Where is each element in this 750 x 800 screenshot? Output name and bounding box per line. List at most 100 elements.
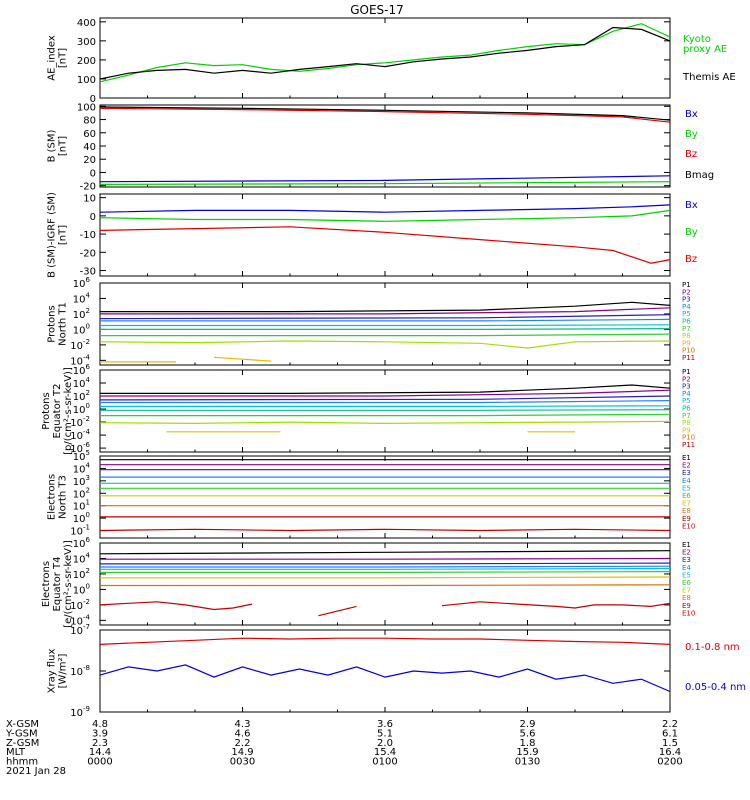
y-axis-label: [nT] bbox=[58, 225, 69, 245]
y-tick-label: -20 bbox=[80, 248, 96, 259]
xaxis-row-value: 3.6 bbox=[377, 719, 393, 730]
xaxis-row-value: 16.4 bbox=[659, 747, 681, 758]
legend-label: E1 bbox=[682, 541, 691, 549]
y-axis-label: [e/(cm²-s-sr-keV)] bbox=[63, 540, 74, 628]
y-axis-label: Equator T4 bbox=[52, 557, 63, 612]
y-axis-label: AE_index bbox=[47, 35, 58, 81]
y-axis-label: Equator T2 bbox=[52, 384, 63, 439]
y-tick-label: 100 bbox=[77, 75, 96, 86]
xaxis-row-value: 15.4 bbox=[374, 747, 396, 758]
y-tick-label: 10-2 bbox=[70, 338, 90, 352]
y-tick-label: 400 bbox=[77, 18, 96, 29]
legend-label: P3 bbox=[682, 383, 691, 391]
xaxis-row-value: 2.2 bbox=[662, 719, 678, 730]
series-line-bz bbox=[99, 107, 671, 123]
y-tick-label: 100 bbox=[73, 322, 90, 336]
y-tick-label: 0 bbox=[90, 168, 96, 179]
series-line-e10 bbox=[99, 528, 671, 532]
series-line-bz bbox=[99, 226, 671, 264]
series-line-p6 bbox=[100, 328, 671, 330]
legend-label: E3 bbox=[682, 469, 691, 477]
series-line-by bbox=[99, 209, 671, 222]
xaxis-row-value: 2.2 bbox=[235, 738, 251, 749]
xaxis-row-value: 0030 bbox=[230, 757, 255, 768]
legend-label: P9 bbox=[682, 339, 691, 347]
y-axis-label: North T3 bbox=[58, 475, 69, 519]
series-line-e6 bbox=[100, 570, 671, 574]
panel-bsm: -20 0 20 40 60 80 100 B (SM) [nT] Bx By Bz Bmag bbox=[47, 102, 715, 192]
series-line-bx bbox=[99, 175, 671, 183]
series-line-e3 bbox=[100, 562, 671, 565]
plot-title: GOES-17 bbox=[350, 3, 404, 17]
legend-label: E5 bbox=[682, 571, 691, 579]
legend-label: Themis AE bbox=[682, 72, 736, 83]
series-line-e5 bbox=[100, 567, 671, 570]
legend-label: P2 bbox=[682, 288, 691, 296]
y-tick-label: -30 bbox=[80, 267, 96, 278]
legend-label: E4 bbox=[682, 477, 691, 485]
xaxis-row-value: 0200 bbox=[657, 757, 682, 768]
xaxis-row-value: 2.0 bbox=[377, 738, 393, 749]
legend-label: Bx bbox=[685, 200, 698, 211]
legend-label: 0.1-0.8 nm bbox=[685, 642, 740, 653]
series-line-e7 bbox=[100, 576, 671, 579]
series-line-p4 bbox=[100, 400, 671, 404]
legend-label: By bbox=[685, 129, 698, 140]
y-tick-label: 10-8 bbox=[70, 664, 90, 678]
y-axis-label: B (SM) bbox=[47, 129, 58, 162]
series-line-p6 bbox=[100, 409, 671, 411]
legend-label: P11 bbox=[682, 441, 695, 449]
y-tick-label: -10 bbox=[80, 230, 96, 241]
legend-label: P4 bbox=[682, 303, 691, 311]
legend-label: P5 bbox=[682, 310, 691, 318]
series-line-p1 bbox=[100, 384, 671, 394]
series-line-p4 bbox=[100, 318, 671, 322]
xaxis-row-value: 2.9 bbox=[520, 719, 536, 730]
series-line-themis-ae bbox=[99, 26, 671, 80]
xaxis-row-value: 1.8 bbox=[520, 738, 536, 749]
y-tick-label: 0 bbox=[90, 212, 96, 223]
y-tick-label: 40 bbox=[83, 142, 96, 153]
legend-label: Kyoto bbox=[683, 34, 711, 45]
panel-frame bbox=[99, 629, 671, 713]
series-line-0-05-0-4-nm bbox=[99, 664, 671, 693]
legend-label: proxy AE bbox=[683, 44, 727, 55]
legend-label: Bz bbox=[685, 254, 697, 265]
y-tick-label: -20 bbox=[80, 182, 96, 193]
xaxis-row-value: 14.4 bbox=[89, 747, 111, 758]
xaxis-row-label: Y-GSM bbox=[5, 728, 38, 739]
series-line-e9 bbox=[99, 601, 253, 611]
legend-label: P1 bbox=[682, 281, 691, 289]
panel-frame bbox=[99, 455, 671, 539]
series-line-p8 bbox=[99, 340, 671, 349]
legend-label: Bx bbox=[685, 109, 698, 120]
legend-label: P5 bbox=[682, 397, 691, 405]
xaxis-row-label: X-GSM bbox=[6, 719, 39, 730]
xaxis-row-value: 0100 bbox=[372, 757, 397, 768]
y-axis-label: Protons bbox=[47, 305, 58, 342]
legend-label: P4 bbox=[682, 390, 691, 398]
y-axis-label: [W/m²] bbox=[58, 653, 69, 688]
y-tick-label: 60 bbox=[83, 129, 96, 140]
y-tick-label: 104 bbox=[73, 551, 91, 565]
series-line-e4 bbox=[100, 565, 671, 568]
legend-label: E9 bbox=[682, 515, 691, 523]
xaxis-row-value: 5.1 bbox=[377, 728, 393, 739]
legend-label: E4 bbox=[682, 564, 691, 572]
y-axis-label: Electrons bbox=[41, 561, 52, 607]
legend-label: E7 bbox=[682, 500, 691, 508]
xaxis-row-value: 1.5 bbox=[662, 738, 678, 749]
legend-label: E8 bbox=[682, 507, 691, 515]
y-axis-label: Xray flux bbox=[47, 649, 58, 694]
xaxis-row-value: 0000 bbox=[87, 757, 112, 768]
y-axis-label: [nT] bbox=[58, 48, 69, 68]
y-tick-label: 80 bbox=[83, 116, 96, 127]
series-line-e9c bbox=[441, 601, 671, 609]
legend-label: E1 bbox=[682, 454, 691, 462]
legend-label: P8 bbox=[682, 419, 691, 427]
xaxis-row-value: 2.3 bbox=[92, 738, 108, 749]
panel-frame bbox=[99, 542, 671, 626]
legend-label: P8 bbox=[682, 332, 691, 340]
